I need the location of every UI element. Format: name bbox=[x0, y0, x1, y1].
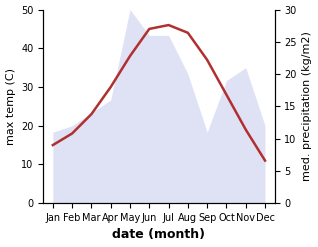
Y-axis label: max temp (C): max temp (C) bbox=[5, 68, 16, 145]
X-axis label: date (month): date (month) bbox=[113, 228, 205, 242]
Y-axis label: med. precipitation (kg/m2): med. precipitation (kg/m2) bbox=[302, 31, 313, 181]
